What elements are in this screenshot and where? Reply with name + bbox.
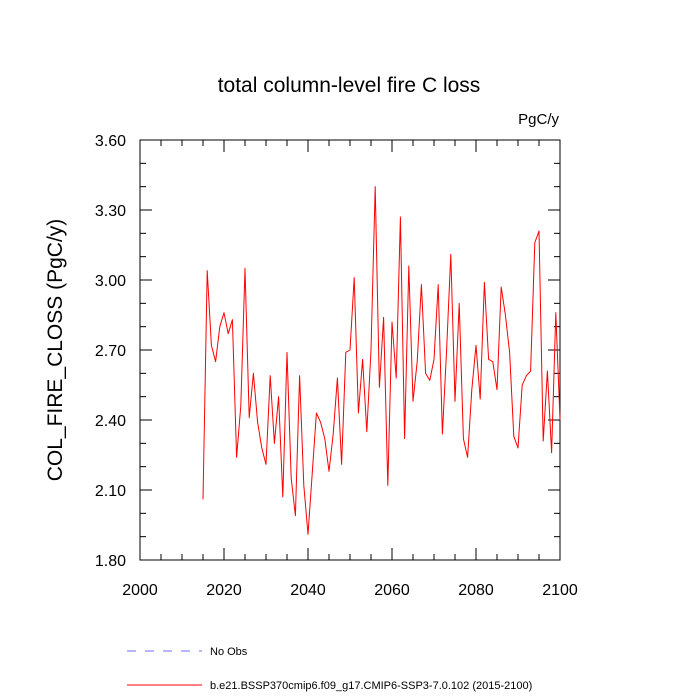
x-tick-label: 2000 <box>122 582 158 599</box>
axis-tick-labels: 2000 2020 2040 2060 2080 2100 1.80 2.10 2.40 2.70… <box>95 133 578 599</box>
legend: No Obs b.e21.BSSP370cmip6.f09_g17.CMIP6-… <box>127 646 532 692</box>
series-line <box>202 186 561 535</box>
x-tick-label: 2040 <box>290 582 326 599</box>
chart-title: total column-level fire C loss <box>218 74 481 97</box>
y-tick-label: 3.60 <box>95 133 126 150</box>
y-axis-label: COL_FIRE_CLOSS (PgC/y) <box>44 219 67 482</box>
series-layer <box>202 186 561 535</box>
x-tick-label: 2100 <box>542 582 578 599</box>
x-tick-label: 2020 <box>206 582 242 599</box>
y-tick-label: 2.70 <box>95 343 126 360</box>
legend-label-no-obs: No Obs <box>210 646 248 658</box>
y-tick-label: 3.00 <box>95 273 126 290</box>
axis-ticks <box>139 139 561 561</box>
y-tick-label: 1.80 <box>95 553 126 570</box>
units-label: PgC/y <box>518 111 559 128</box>
x-tick-label: 2080 <box>458 582 494 599</box>
y-tick-label: 2.10 <box>95 483 126 500</box>
legend-label-model: b.e21.BSSP370cmip6.f09_g17.CMIP6-SSP3-7.… <box>210 680 532 692</box>
y-tick-label: 3.30 <box>95 203 126 220</box>
y-tick-label: 2.40 <box>95 413 126 430</box>
x-tick-label: 2060 <box>374 582 410 599</box>
